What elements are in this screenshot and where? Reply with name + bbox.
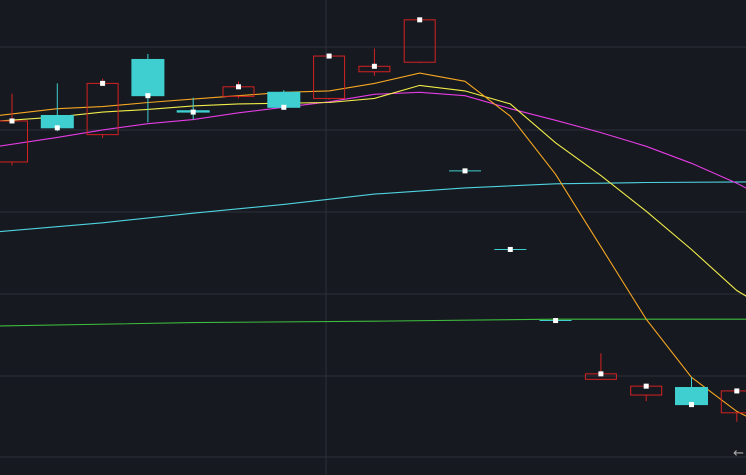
close-marker [100, 80, 106, 86]
candle-layer [0, 18, 746, 422]
ma20-line [0, 91, 746, 189]
close-marker [598, 371, 604, 377]
close-marker [54, 125, 60, 131]
ma10-line [0, 84, 746, 297]
candle-body-up [86, 82, 119, 136]
ma120-line [0, 318, 746, 327]
candle-body-down [675, 387, 708, 406]
close-marker [643, 383, 649, 389]
close-marker [371, 63, 377, 69]
candle-body-up [403, 19, 436, 63]
close-marker [9, 118, 15, 124]
close-marker [507, 246, 513, 252]
candle-body-up [0, 120, 28, 163]
close-marker [417, 17, 423, 23]
close-marker [689, 402, 694, 408]
candle-body-up [313, 55, 346, 99]
close-marker [553, 318, 559, 324]
close-marker [190, 109, 196, 115]
close-marker [734, 388, 740, 394]
ma5-line [0, 72, 746, 417]
close-marker [145, 93, 151, 99]
ma60-line [0, 181, 746, 233]
close-marker [326, 53, 332, 59]
close-marker [236, 84, 241, 90]
close-marker [462, 168, 468, 174]
scroll-left-arrow-icon[interactable]: ← [733, 446, 744, 461]
candle-body-down [131, 58, 165, 97]
moving-average-layer [0, 72, 746, 417]
marker-layer [9, 17, 740, 408]
close-marker [281, 104, 287, 110]
